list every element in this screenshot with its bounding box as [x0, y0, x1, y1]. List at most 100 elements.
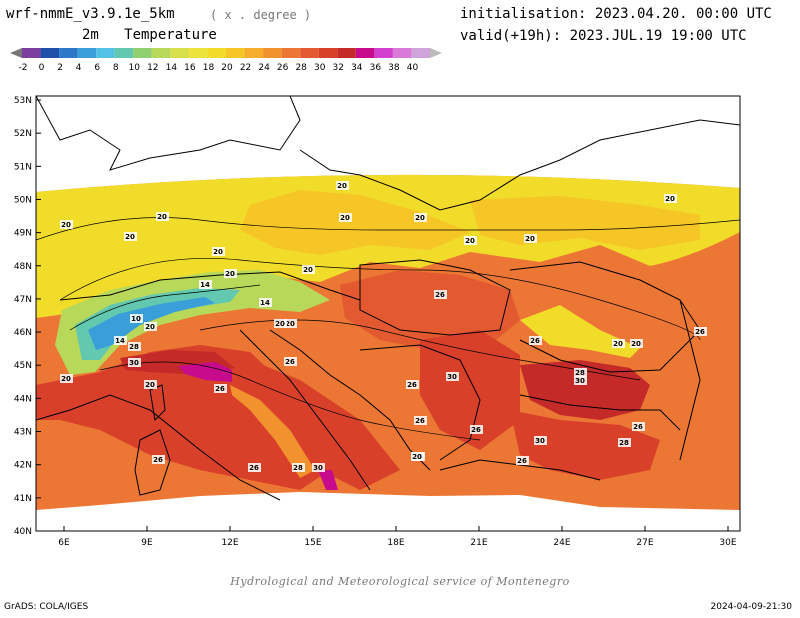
contour-label-bg — [224, 269, 237, 278]
region-bulgaria-red — [510, 410, 660, 480]
legend-tick-label: 16 — [184, 63, 196, 73]
legend-swatch — [40, 48, 60, 58]
lat-tick-label: 45N — [14, 361, 32, 371]
lon-tick-label: 24E — [553, 538, 570, 548]
border-central — [299, 119, 740, 211]
coast-sardinia — [134, 429, 171, 496]
legend-swatch — [114, 48, 134, 58]
lon-tick-label: 15E — [304, 538, 321, 548]
lat-tick-label: 42N — [14, 461, 32, 471]
contour-label-bg — [60, 374, 73, 383]
contour-label: 20 — [303, 266, 313, 274]
region-adriatic — [250, 360, 400, 490]
lat-tick-label: 52N — [14, 129, 32, 139]
contour-label: 14 — [260, 299, 270, 307]
legend-swatch — [188, 48, 208, 58]
contour-label-bg — [470, 425, 483, 434]
contour-label: 30 — [313, 464, 323, 472]
region-italy-red — [36, 345, 330, 490]
contour-label: 28 — [129, 343, 139, 351]
contour-label-bg — [694, 327, 707, 336]
contour-label: 26 — [249, 464, 259, 472]
contour-label: 28 — [619, 439, 629, 447]
contour-label: 30 — [447, 373, 457, 381]
contour-label-bg — [144, 322, 157, 331]
legend-swatch — [318, 48, 338, 58]
legend-tick-label: 0 — [39, 63, 45, 73]
contour-label: 30 — [535, 437, 545, 445]
contour-label-bg — [414, 416, 427, 425]
lat-tick-label: 50N — [14, 195, 32, 205]
coast-corsica — [149, 384, 166, 422]
lat-tick-label: 40N — [14, 527, 32, 537]
longitude-axis: 6E 9E 12E 15E 18E 21E 24E 27E 30E — [58, 526, 737, 548]
contour-label-bg — [574, 368, 587, 377]
contour-label: 14 — [200, 281, 210, 289]
lon-tick-label: 6E — [58, 538, 70, 548]
coast-adriatic-east — [269, 329, 431, 471]
legend-tick-label: 18 — [203, 63, 215, 73]
contour-label-bg — [212, 247, 225, 256]
render-timestamp: 2024-04-09-21:30 — [710, 602, 793, 612]
contour-label: 20 — [613, 340, 623, 348]
legend-swatch — [281, 48, 301, 58]
lon-tick-label: 21E — [470, 538, 487, 548]
contour-label-bg — [414, 213, 427, 222]
contour-label: 30 — [575, 377, 585, 385]
contour-label-bg — [124, 232, 137, 241]
legend-swatch — [374, 48, 393, 58]
contour-label: 20 — [275, 320, 285, 328]
coast-black-sea — [679, 299, 701, 461]
contour-label-bg — [529, 336, 542, 345]
model-units: ( x . degree ) — [210, 8, 312, 22]
contour-20-central — [59, 258, 701, 341]
legend-tick-label: 34 — [351, 63, 363, 73]
contour-label-bg — [284, 319, 297, 328]
contour-label: 20 — [415, 214, 425, 222]
contour-label-bg — [464, 236, 477, 245]
contour-label-bg — [214, 384, 227, 393]
legend-swatch — [226, 48, 245, 58]
contour-label: 20 — [145, 323, 155, 331]
contour-label: 26 — [285, 358, 295, 366]
lat-tick-label: 48N — [14, 262, 32, 272]
legend-swatch — [244, 48, 264, 58]
legend-tick-label: 8 — [113, 63, 119, 73]
legend-swatch — [151, 48, 171, 58]
legend-swatch — [337, 48, 356, 58]
contour-label: 20 — [412, 453, 422, 461]
lat-tick-label: 49N — [14, 229, 32, 239]
legend-swatch — [59, 48, 78, 58]
contour-label-bg — [406, 380, 419, 389]
contour-label: 26 — [633, 423, 643, 431]
contour-label-bg — [152, 455, 165, 464]
contour-label-bg — [199, 280, 212, 289]
credit-line: Hydrological and Meteorological service … — [230, 575, 570, 588]
region-central-orange — [240, 190, 470, 255]
legend-swatch — [300, 48, 319, 58]
contour-label-bg — [114, 336, 127, 345]
contour-label-bg — [411, 452, 424, 461]
temperature-map: 53N 52N 51N 50N 49N 48N 47N 46N 45N 44N 43N 42N 41N 4… — [14, 95, 741, 548]
lon-tick-label: 18E — [387, 538, 404, 548]
legend-low-arrow — [10, 48, 22, 58]
valid-time: valid(+19h): 2023.JUL.19 19:00 UTC — [460, 28, 747, 44]
contour-label: 20 — [465, 237, 475, 245]
contour-label: 30 — [129, 359, 139, 367]
coast-italy-east — [239, 329, 371, 491]
legend-tick-label: 24 — [258, 63, 270, 73]
contour-label-bg — [284, 357, 297, 366]
lat-tick-label: 46N — [14, 328, 32, 338]
region-adriatic-magenta — [318, 470, 338, 490]
contour-label: 20 — [337, 182, 347, 190]
contour-label: 26 — [153, 456, 163, 464]
border-balkans — [359, 344, 481, 461]
legend-tick-label: 38 — [388, 63, 400, 73]
legend-swatch — [96, 48, 115, 58]
contour-label-bg — [574, 376, 587, 385]
legend-tick-label: 30 — [314, 63, 326, 73]
contour-label-bg — [312, 463, 325, 472]
contour-label-bg — [516, 456, 529, 465]
lat-tick-label: 51N — [14, 162, 32, 172]
contour-label: 20 — [145, 381, 155, 389]
